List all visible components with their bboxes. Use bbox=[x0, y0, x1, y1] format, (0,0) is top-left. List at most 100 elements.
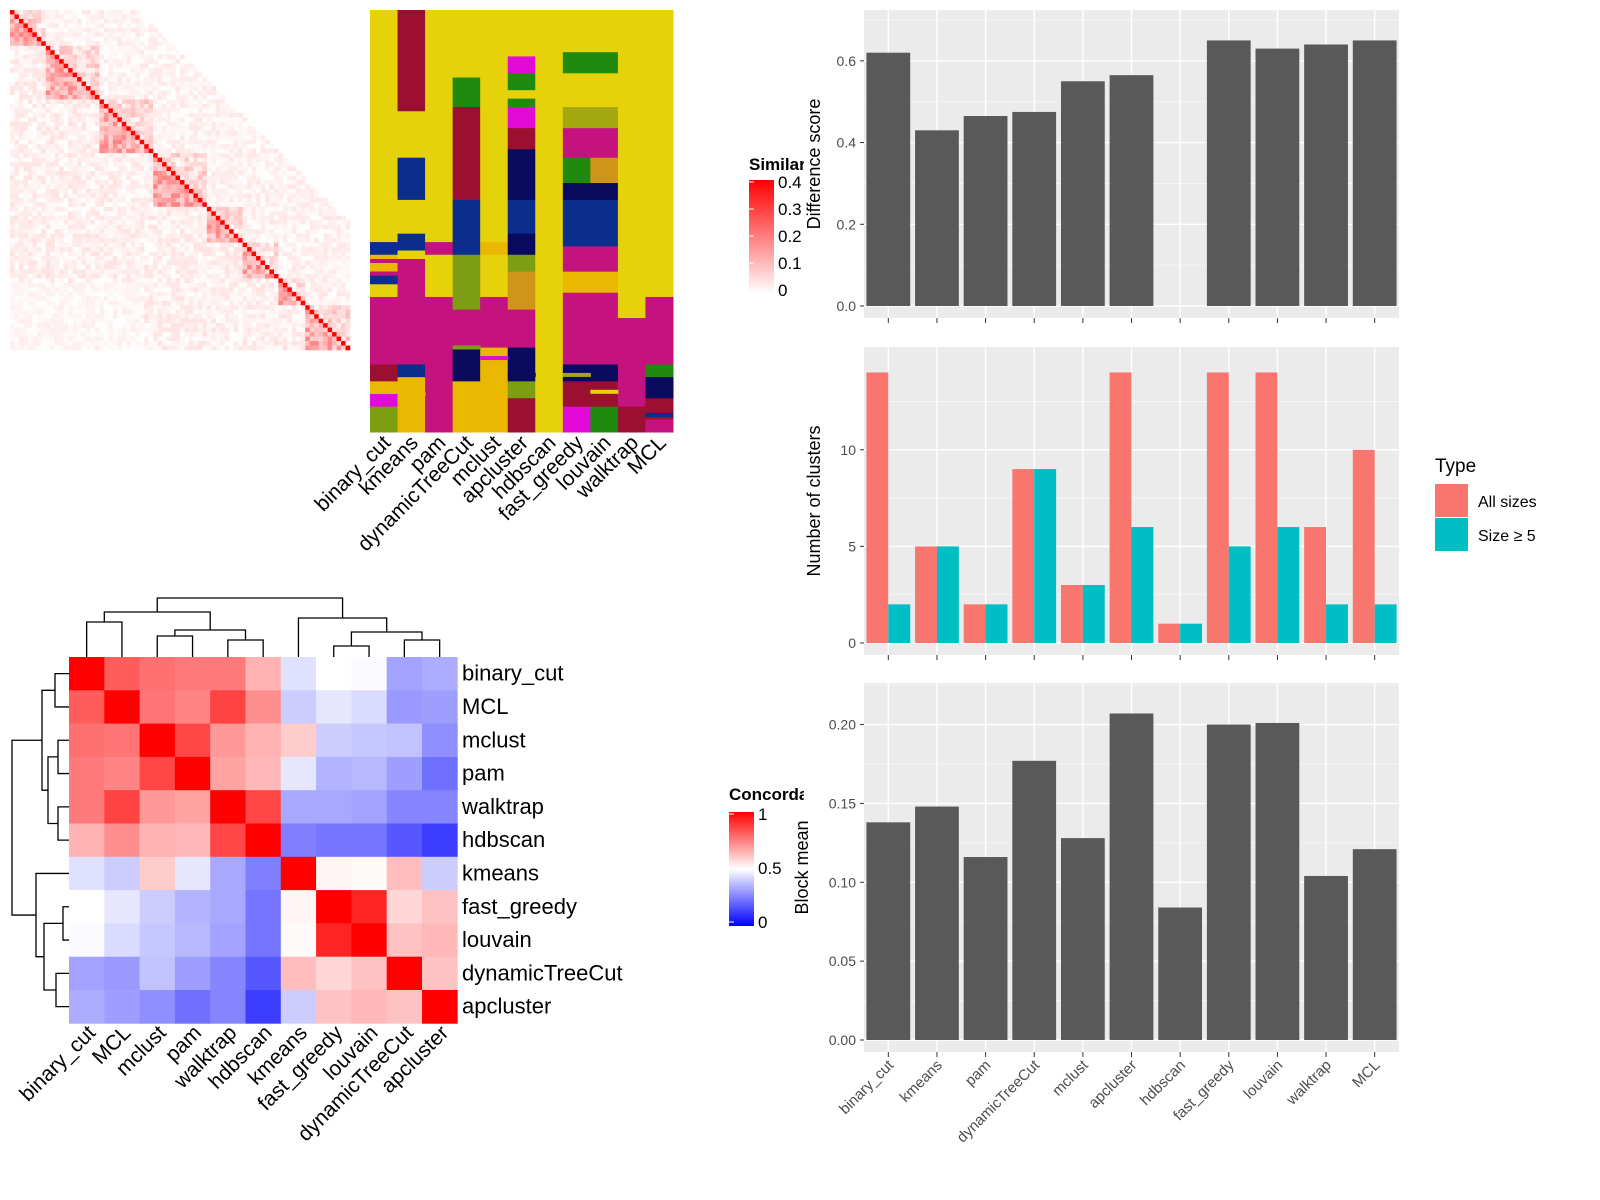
similarity-cell bbox=[180, 117, 185, 123]
similarity-cell bbox=[68, 287, 73, 293]
similarity-cell bbox=[238, 269, 243, 275]
similarity-cell bbox=[215, 135, 221, 141]
similarity-cell bbox=[278, 206, 284, 212]
similarity-cell bbox=[175, 188, 181, 194]
similarity-cell bbox=[72, 180, 78, 185]
similarity-cell bbox=[166, 265, 172, 270]
similarity-cell bbox=[211, 287, 217, 293]
similarity-cell bbox=[153, 345, 158, 351]
similarity-cell bbox=[171, 309, 176, 315]
similarity-cell bbox=[112, 305, 118, 311]
similarity-cell bbox=[162, 251, 167, 257]
similarity-cell bbox=[157, 193, 163, 199]
similarity-cell bbox=[197, 95, 203, 100]
similarity-cell bbox=[247, 305, 252, 311]
similarity-cell bbox=[336, 260, 342, 266]
similarity-cell bbox=[68, 121, 73, 127]
similarity-cell bbox=[103, 63, 109, 69]
membership-segment bbox=[617, 347, 646, 408]
similarity-cell bbox=[206, 220, 212, 226]
similarity-cell bbox=[108, 220, 114, 226]
similarity-cell bbox=[14, 14, 20, 20]
similarity-cell bbox=[63, 103, 69, 109]
similarity-cell bbox=[59, 63, 64, 69]
similarity-cell bbox=[103, 327, 109, 333]
similarity-cell bbox=[59, 251, 64, 257]
similarity-cell bbox=[68, 265, 73, 270]
similarity-cell bbox=[23, 117, 29, 123]
similarity-cell bbox=[144, 251, 149, 257]
similarity-cell bbox=[50, 206, 56, 212]
similarity-cell bbox=[121, 77, 127, 82]
similarity-cell bbox=[117, 27, 123, 33]
similarity-cell bbox=[184, 144, 190, 149]
similarity-cell bbox=[126, 99, 132, 105]
similarity-cell bbox=[166, 54, 172, 60]
similarity-cell bbox=[121, 206, 127, 212]
similarity-cell bbox=[229, 117, 234, 123]
similarity-cell bbox=[247, 269, 252, 275]
similarity-cell bbox=[309, 314, 315, 319]
similarity-cell bbox=[175, 193, 181, 199]
similarity-cell bbox=[112, 144, 118, 149]
similarity-cell bbox=[197, 287, 203, 293]
similarity-cell bbox=[260, 188, 266, 194]
similarity-cell bbox=[229, 256, 234, 261]
similarity-cell bbox=[10, 184, 15, 190]
similarity-cell bbox=[77, 318, 82, 324]
similarity-cell bbox=[233, 211, 239, 217]
similarity-cell bbox=[188, 278, 194, 284]
similarity-cell bbox=[50, 273, 56, 279]
similarity-cell bbox=[345, 224, 351, 230]
similarity-cell bbox=[157, 211, 163, 217]
similarity-cell bbox=[211, 184, 217, 190]
similarity-cell bbox=[247, 130, 252, 136]
similarity-cell bbox=[296, 332, 302, 337]
similarity-cell bbox=[291, 193, 297, 199]
similarity-cell bbox=[206, 135, 212, 141]
similarity-cell bbox=[148, 215, 154, 221]
similarity-cell bbox=[282, 211, 288, 217]
similarity-cell bbox=[278, 265, 284, 270]
similarity-cell bbox=[269, 211, 275, 217]
similarity-cell bbox=[296, 260, 302, 266]
similarity-cell bbox=[251, 314, 257, 319]
similarity-cell bbox=[32, 63, 38, 69]
similarity-cell bbox=[18, 126, 24, 132]
similarity-cell bbox=[108, 202, 114, 208]
similarity-cell bbox=[63, 247, 69, 252]
similarity-cell bbox=[117, 184, 123, 190]
similarity-cell bbox=[126, 273, 132, 279]
similarity-cell bbox=[148, 50, 154, 56]
similarity-cell bbox=[112, 202, 118, 208]
similarity-cell bbox=[166, 59, 172, 64]
similarity-cell bbox=[103, 211, 109, 217]
similarity-cell bbox=[121, 171, 127, 176]
similarity-cell bbox=[41, 238, 47, 243]
similarity-cell bbox=[117, 41, 123, 47]
similarity-cell bbox=[59, 180, 64, 185]
similarity-cell bbox=[10, 14, 15, 20]
similarity-cell bbox=[197, 332, 203, 337]
similarity-cell bbox=[180, 59, 185, 64]
similarity-cell bbox=[130, 296, 136, 302]
similarity-cell bbox=[99, 144, 105, 149]
similarity-cell bbox=[27, 206, 33, 212]
similarity-cell bbox=[273, 300, 279, 306]
similarity-cell bbox=[171, 323, 176, 328]
similarity-cell bbox=[175, 309, 181, 315]
membership-segment bbox=[507, 56, 536, 74]
similarity-cell bbox=[287, 197, 293, 203]
similarity-cell bbox=[14, 77, 20, 82]
similarity-cell bbox=[86, 265, 91, 270]
similarity-cell bbox=[32, 59, 38, 64]
similarity-cell bbox=[323, 278, 328, 284]
similarity-cell bbox=[103, 18, 109, 24]
similarity-cell bbox=[238, 282, 243, 288]
similarity-cell bbox=[233, 318, 239, 324]
similarity-cell bbox=[45, 14, 51, 20]
similarity-cell bbox=[112, 175, 118, 181]
similarity-cell bbox=[318, 309, 324, 315]
similarity-cell bbox=[256, 260, 261, 266]
similarity-cell bbox=[224, 291, 230, 297]
